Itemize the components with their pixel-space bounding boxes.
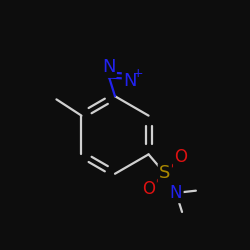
Text: S: S — [159, 164, 170, 182]
Text: N: N — [123, 72, 137, 90]
Text: +: + — [133, 67, 143, 80]
Text: N: N — [170, 184, 182, 202]
Text: O: O — [174, 148, 187, 166]
Text: O: O — [142, 180, 156, 198]
Text: N: N — [102, 58, 116, 76]
